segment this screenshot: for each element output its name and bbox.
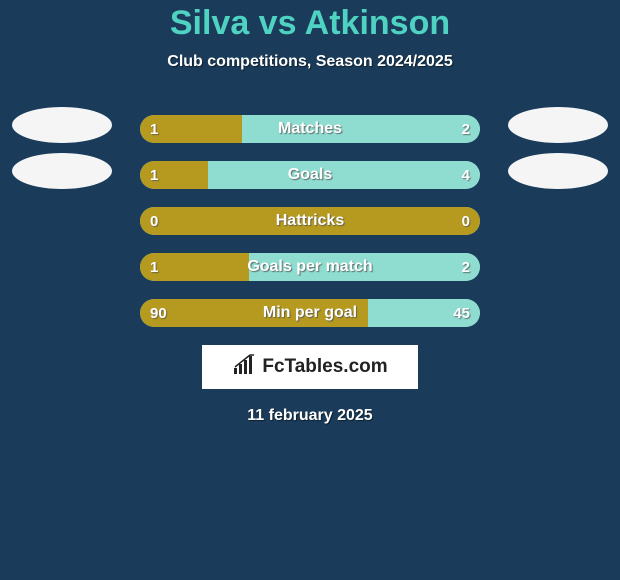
metric-label: Goals per match — [140, 253, 480, 281]
comparison-row: 12Matches — [0, 115, 620, 143]
comparison-row: 14Goals — [0, 161, 620, 189]
bar-track: 12Goals per match — [140, 253, 480, 281]
brand-chart-icon — [232, 354, 258, 381]
comparison-row: 9045Min per goal — [0, 299, 620, 327]
player-avatar-left — [12, 153, 112, 189]
subtitle: Club competitions, Season 2024/2025 — [0, 53, 620, 71]
player-avatar-left — [12, 107, 112, 143]
infographic-container: Silva vs Atkinson Club competitions, Sea… — [0, 0, 620, 580]
metric-label: Min per goal — [140, 299, 480, 327]
bar-track: 12Matches — [140, 115, 480, 143]
brand-box: FcTables.com — [202, 345, 418, 389]
metric-label: Hattricks — [140, 207, 480, 235]
comparison-chart: 12Matches 14Goals 00Hattricks 12Goals per m… — [0, 115, 620, 327]
brand-text: FcTables.com — [262, 356, 387, 378]
bar-track: 9045Min per goal — [140, 299, 480, 327]
date-text: 11 february 2025 — [0, 407, 620, 425]
comparison-row: 12Goals per match — [0, 253, 620, 281]
metric-label: Goals — [140, 161, 480, 189]
page-title: Silva vs Atkinson — [0, 4, 620, 43]
comparison-row: 00Hattricks — [0, 207, 620, 235]
bar-track: 14Goals — [140, 161, 480, 189]
player-avatar-right — [508, 107, 608, 143]
bar-track: 00Hattricks — [140, 207, 480, 235]
metric-label: Matches — [140, 115, 480, 143]
player-avatar-right — [508, 153, 608, 189]
